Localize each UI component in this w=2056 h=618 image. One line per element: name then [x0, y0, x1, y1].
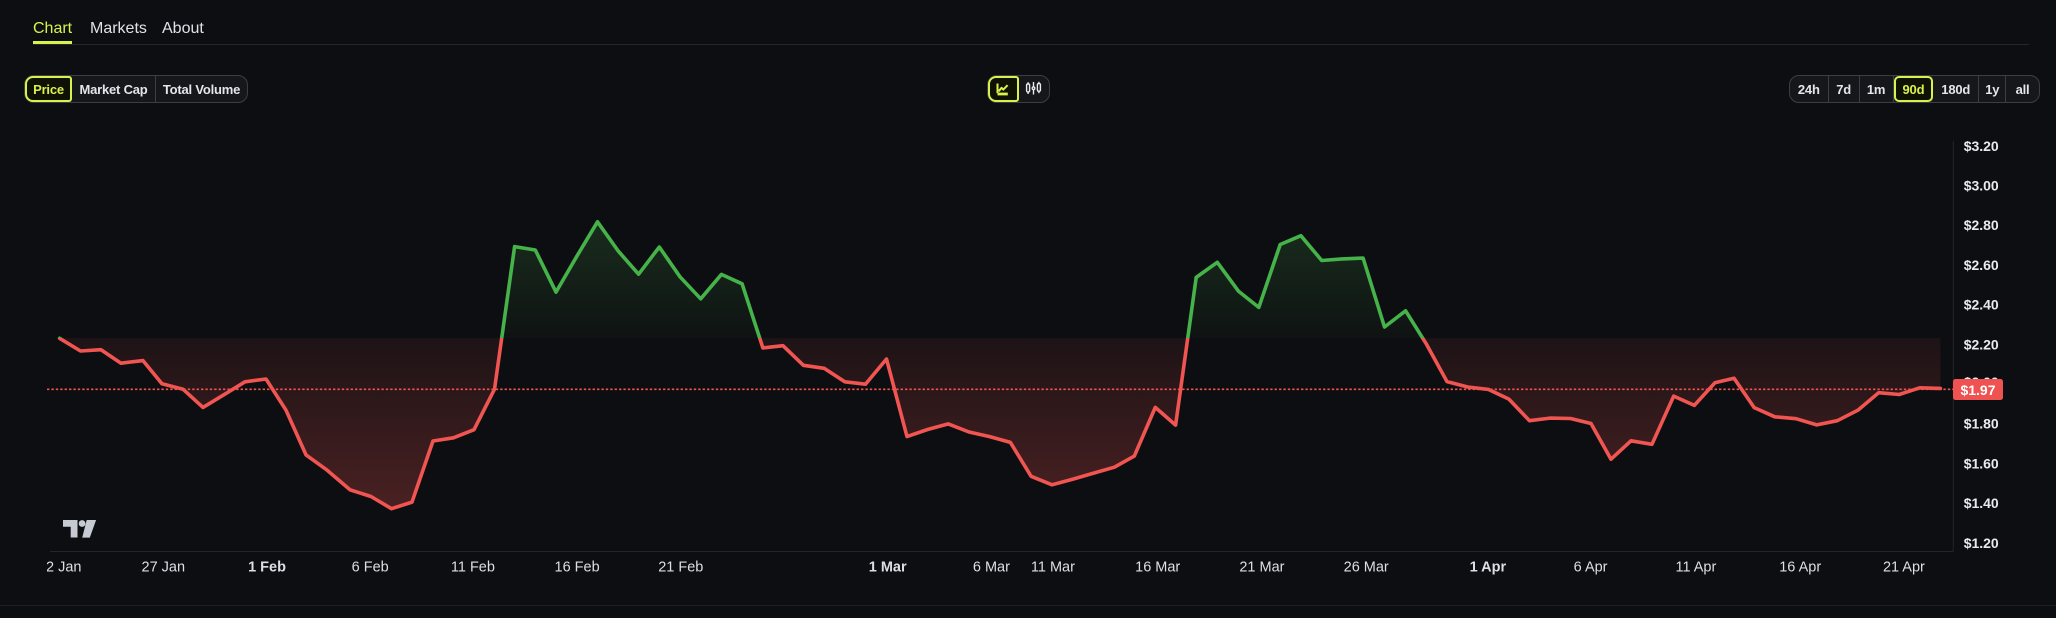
svg-text:27 Jan: 27 Jan [142, 560, 186, 576]
svg-text:21 Apr: 21 Apr [1883, 560, 1925, 576]
svg-text:1 Apr: 1 Apr [1470, 560, 1507, 576]
svg-text:11 Feb: 11 Feb [451, 560, 495, 576]
svg-text:$2.60: $2.60 [1964, 257, 1999, 273]
svg-text:$3.00: $3.00 [1964, 178, 1999, 194]
svg-text:11 Apr: 11 Apr [1675, 560, 1716, 576]
svg-text:$2.80: $2.80 [1964, 217, 1999, 233]
svg-text:1 Feb: 1 Feb [248, 560, 286, 576]
svg-text:6 Feb: 6 Feb [352, 560, 389, 576]
svg-text:$1.40: $1.40 [1964, 495, 1999, 511]
svg-text:$1.60: $1.60 [1964, 455, 1999, 471]
svg-text:$2.40: $2.40 [1964, 297, 1999, 313]
svg-text:16 Apr: 16 Apr [1779, 560, 1821, 576]
svg-text:22 Jan: 22 Jan [38, 560, 82, 576]
svg-text:$2.20: $2.20 [1964, 336, 1999, 352]
svg-text:21 Feb: 21 Feb [658, 560, 703, 576]
svg-text:$1.80: $1.80 [1964, 416, 1999, 432]
svg-text:$3.20: $3.20 [1964, 138, 1999, 154]
svg-text:1 Mar: 1 Mar [869, 560, 907, 576]
svg-text:$1.20: $1.20 [1964, 535, 1999, 551]
svg-text:26 Mar: 26 Mar [1344, 560, 1389, 576]
svg-text:6 Mar: 6 Mar [973, 560, 1010, 576]
svg-text:6 Apr: 6 Apr [1574, 560, 1608, 576]
svg-text:16 Feb: 16 Feb [555, 560, 600, 576]
svg-text:11 Mar: 11 Mar [1031, 560, 1075, 576]
svg-text:16 Mar: 16 Mar [1135, 560, 1180, 576]
svg-text:21 Mar: 21 Mar [1239, 560, 1284, 576]
